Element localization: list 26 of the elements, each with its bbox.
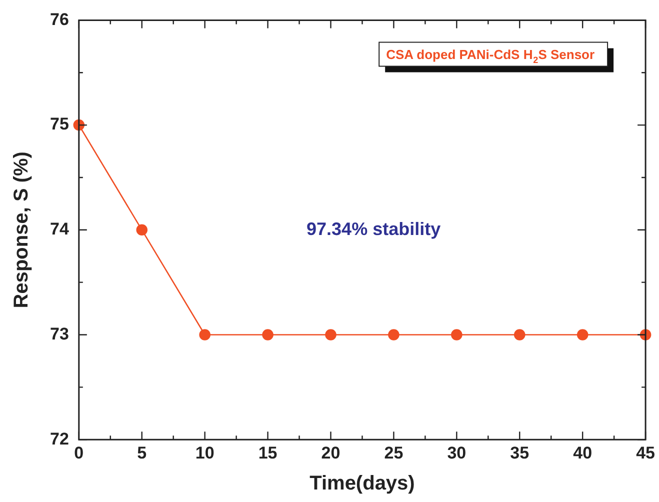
point [388,329,400,340]
x-axis-title: Time(days) [310,472,415,495]
x-tick-label: 25 [384,443,404,462]
x-tick-label: 0 [74,443,84,462]
point [136,224,148,236]
y-tick-label: 72 [50,429,69,448]
x-tick-label: 35 [510,443,530,462]
x-tick-label: 10 [195,443,214,462]
x-tick-label: 5 [137,443,147,462]
y-tick-label: 73 [50,324,69,344]
x-tick-label: 45 [636,443,656,462]
annotation: 97.34% stability [306,218,441,239]
x-tick-label: 20 [321,443,340,462]
point [451,329,462,340]
y-axis-title: Response, S (%) [10,152,33,308]
point [199,329,210,340]
point [576,329,588,340]
point [262,329,274,340]
y-tick-label: 75 [50,114,69,134]
point [325,329,336,340]
x-tick-label: 30 [447,443,466,462]
point [514,329,526,340]
y-tick-label: 74 [50,220,70,239]
x-tick-label: 15 [258,443,278,462]
x-tick-label: 40 [573,443,592,462]
y-tick-label: 76 [50,10,69,29]
